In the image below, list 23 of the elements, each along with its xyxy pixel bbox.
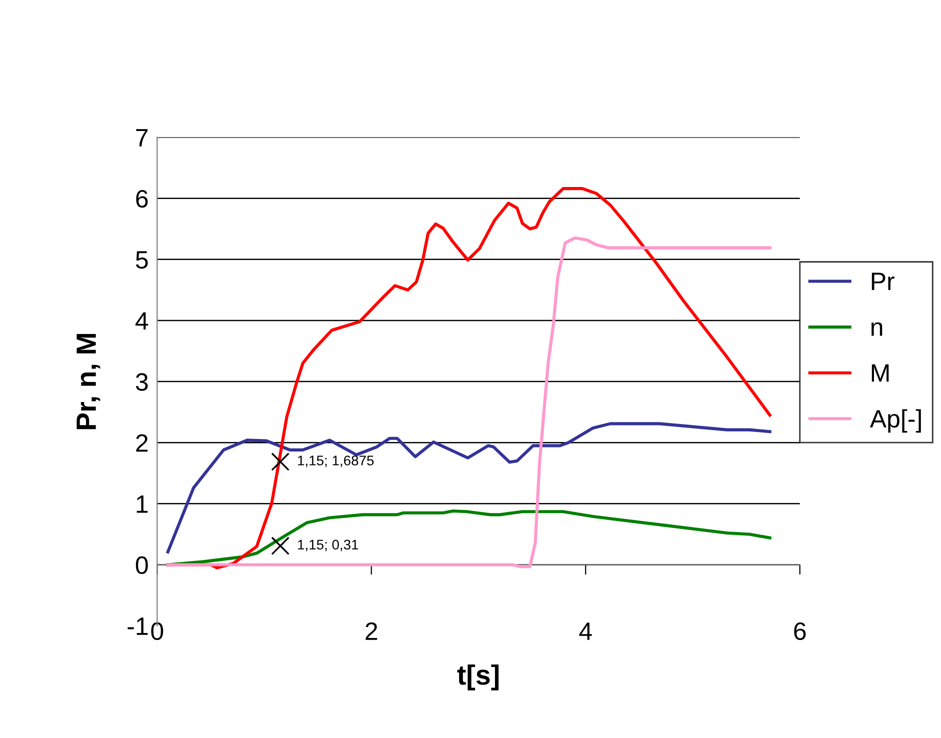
legend-label: n <box>872 322 882 336</box>
y-tick-label: 7 <box>136 129 148 146</box>
legend-label: Ap[-] <box>870 409 921 433</box>
x-tick-label: 0 <box>151 622 164 640</box>
y-axis-title: Pr, n, M <box>76 334 100 430</box>
y-tick-label: 0 <box>136 556 148 574</box>
line-series <box>166 509 772 566</box>
y-tick-label: 2 <box>136 434 148 452</box>
x-tick-label: 2 <box>366 622 378 640</box>
y-tick-label: 1 <box>136 496 148 513</box>
y-tick-label: 4 <box>135 312 148 330</box>
legend-label: M <box>872 364 889 382</box>
annotation: 1,15; 0,31 <box>298 540 358 552</box>
y-tick-label: 3 <box>136 373 148 391</box>
annotation: 1,15; 1,6875 <box>298 456 374 468</box>
x-tick-label: 4 <box>579 622 592 640</box>
y-tick-label: 5 <box>136 251 148 269</box>
y-tick-label: 6 <box>136 190 148 208</box>
x-axis-title: t[s] <box>457 664 499 690</box>
legend-label: Pr <box>872 272 894 290</box>
line-series <box>166 422 772 554</box>
y-tick-label: -1 <box>128 618 148 635</box>
x-tick-label: 6 <box>794 622 806 640</box>
